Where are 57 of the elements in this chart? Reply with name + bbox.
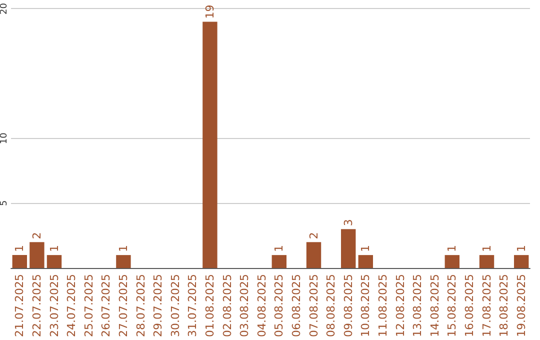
x-tick-label: 19.08.2025 <box>514 274 528 338</box>
x-tick-label: 02.08.2025 <box>220 274 234 338</box>
x-tick-label: 22.07.2025 <box>30 274 44 338</box>
data-label: 19 <box>203 4 216 19</box>
bar <box>514 255 529 268</box>
data-label: 1 <box>514 245 528 252</box>
y-tick-label: 20 <box>0 2 10 14</box>
x-tick-label: 29.07.2025 <box>152 274 165 338</box>
x-tick-label: 13.08.2025 <box>411 274 424 338</box>
x-tick-label: 12.08.2025 <box>394 274 407 338</box>
bar <box>202 22 218 268</box>
bar <box>444 255 460 268</box>
x-tick-label: 21.07.2025 <box>13 274 26 338</box>
x-tick-label: 01.08.2025 <box>203 274 216 338</box>
x-tick-label: 09.08.2025 <box>342 274 355 338</box>
x-tick-label: 08.08.2025 <box>324 274 338 338</box>
x-tick-label: 03.08.2025 <box>238 274 252 338</box>
x-tick-label: 18.08.2025 <box>498 274 511 338</box>
data-label: 1 <box>446 245 459 252</box>
bar <box>46 255 62 268</box>
bar <box>479 255 494 268</box>
y-tick-label: 10 <box>0 132 10 144</box>
data-label: 2 <box>307 232 320 240</box>
x-tick-label: 30.07.2025 <box>168 274 182 338</box>
bar <box>12 255 28 268</box>
x-tick-label: 11.08.2025 <box>376 274 390 338</box>
bar <box>272 255 287 268</box>
x-tick-label: 15.08.2025 <box>446 274 459 338</box>
data-label: 1 <box>272 245 286 252</box>
y-tick-label: 5 <box>0 200 10 206</box>
bar <box>306 242 322 268</box>
data-label: 1 <box>13 245 26 252</box>
data-label: 2 <box>30 232 44 240</box>
data-label: 3 <box>342 219 355 226</box>
x-tick-label: 05.08.2025 <box>272 274 286 338</box>
x-tick-label: 14.08.2025 <box>428 274 442 338</box>
x-tick-label: 27.07.2025 <box>116 274 130 338</box>
x-tick-label: 26.07.2025 <box>100 274 113 338</box>
x-tick-label: 25.07.2025 <box>82 274 96 338</box>
x-tick-label: 28.07.2025 <box>134 274 148 338</box>
data-label: 1 <box>480 245 494 252</box>
data-label: 1 <box>48 245 61 252</box>
data-label: 1 <box>116 245 130 252</box>
x-tick-label: 17.08.2025 <box>480 274 494 338</box>
bar <box>358 255 374 268</box>
x-tick-label: 06.08.2025 <box>290 274 303 338</box>
bar <box>30 242 44 268</box>
x-tick-label: 07.08.2025 <box>307 274 320 338</box>
x-tick-label: 31.07.2025 <box>186 274 200 338</box>
bar <box>116 255 131 268</box>
bar <box>341 229 356 268</box>
x-tick-label: 10.08.2025 <box>359 274 372 338</box>
data-label: 1 <box>359 245 372 252</box>
x-tick-label: 24.07.2025 <box>65 274 78 338</box>
x-tick-label: 23.07.2025 <box>48 274 61 338</box>
x-tick-label: 16.08.2025 <box>462 274 476 338</box>
x-tick-label: 04.08.2025 <box>255 274 268 338</box>
